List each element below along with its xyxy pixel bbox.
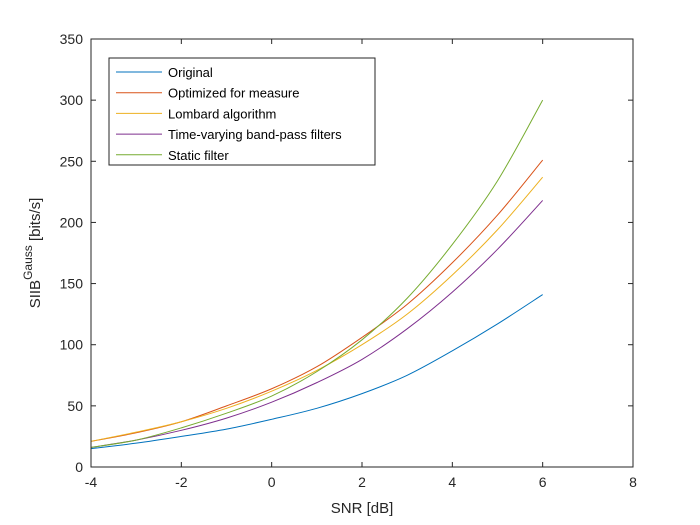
x-tick-label: -2 [175,474,188,490]
y-tick-label: 250 [60,153,84,169]
legend-label-time-varying-band-pass-filters: Time-varying band-pass filters [168,127,342,142]
legend-label-static-filter: Static filter [168,148,229,163]
y-tick-label: 100 [60,337,84,353]
series-line-original [90,294,543,450]
series-line-lombard-algorithm [90,176,544,442]
y-tick-label: 150 [60,276,84,292]
y-tick-label: 300 [60,92,84,108]
plot-frame [90,38,634,468]
series-line-time-varying-band-pass-filters [90,200,544,448]
legend-label-optimized-for-measure: Optimized for measure [168,86,300,101]
y-tick-label: 0 [75,459,83,475]
x-tick-label: 0 [268,474,276,490]
x-tick-label: 8 [629,474,637,490]
y-tick-label: 350 [60,31,84,47]
legend: Original Optimized for measure Lombard alg… [108,57,376,166]
x-tick-label: 6 [539,474,547,490]
series-line-static-filter [90,99,544,448]
x-tick-label: 4 [448,474,456,490]
legend-box [108,57,376,166]
y-axis-title-superscript: Gauss [21,245,35,280]
y-axis-title-base: SIIB [27,280,44,308]
legend-label-original: Original [168,65,213,80]
y-axis-title-suffix: [bits/s] [27,198,44,246]
legend-label-lombard-algorithm: Lombard algorithm [168,106,276,121]
x-tick-label: 2 [358,474,366,490]
y-tick-label: 50 [67,398,83,414]
svg-text:SIIBGauss [bits/s]: SIIBGauss [bits/s] [21,198,44,309]
y-tick-label: 200 [60,214,84,230]
x-tick-label: -4 [85,474,98,490]
x-axis-title: SNR [dB] [331,500,394,517]
y-axis-title: SIIBGauss [bits/s] [21,198,44,309]
